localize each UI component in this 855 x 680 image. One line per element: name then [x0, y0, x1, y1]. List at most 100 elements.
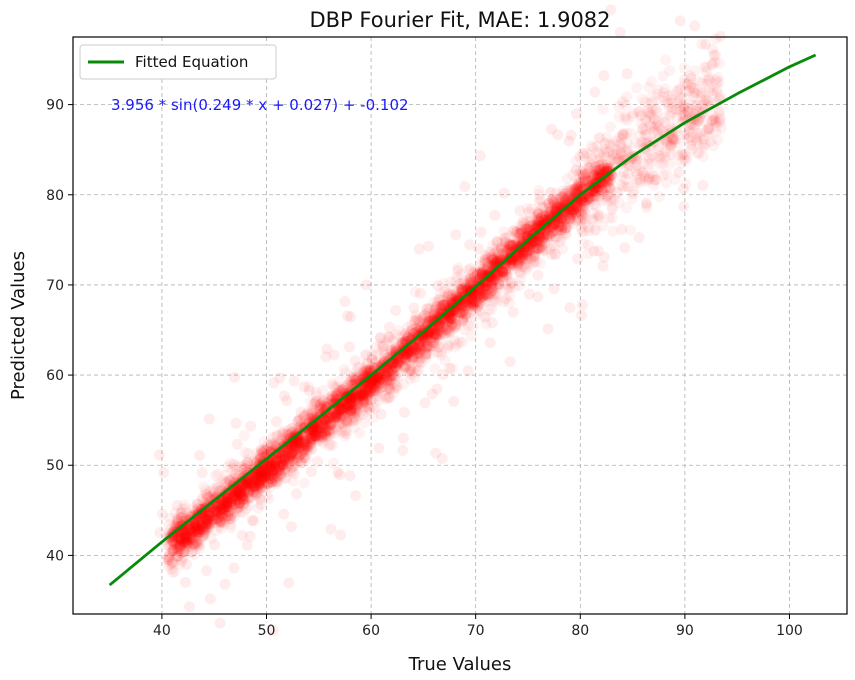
- scatter-point: [290, 437, 302, 448]
- scatter-point: [282, 424, 294, 436]
- scatter-point: [212, 468, 224, 480]
- scatter-point: [315, 423, 327, 435]
- scatter-point: [492, 247, 504, 259]
- scatter-point: [225, 493, 237, 504]
- scatter-outlier: [342, 310, 353, 322]
- scatter-point: [382, 367, 394, 379]
- scatter-point: [710, 33, 722, 44]
- scatter-point: [295, 417, 307, 429]
- scatter-point: [479, 256, 491, 268]
- scatter-point: [525, 220, 537, 232]
- scatter-point: [664, 158, 676, 170]
- scatter-point: [650, 174, 662, 186]
- scatter-outlier: [474, 150, 486, 162]
- scatter-point: [429, 337, 441, 349]
- scatter-point: [643, 109, 655, 121]
- scatter-outlier: [697, 179, 709, 191]
- scatter-point: [409, 350, 421, 362]
- scatter-point: [420, 331, 432, 343]
- scatter-point: [406, 319, 418, 331]
- scatter-point: [708, 114, 720, 126]
- scatter-point: [600, 151, 612, 163]
- scatter-point: [489, 293, 500, 305]
- scatter-point: [198, 512, 210, 524]
- scatter-point: [514, 228, 526, 240]
- scatter-point: [522, 245, 534, 257]
- scatter-point: [514, 231, 526, 243]
- scatter-outlier: [339, 296, 351, 307]
- scatter-point: [693, 115, 705, 127]
- scatter-point: [428, 296, 440, 308]
- scatter-point: [489, 243, 501, 255]
- scatter-outlier: [390, 305, 402, 316]
- scatter-outlier: [514, 205, 526, 217]
- scatter-point: [200, 504, 211, 516]
- scatter-point: [213, 505, 225, 516]
- scatter-point: [568, 210, 580, 222]
- scatter-point: [382, 373, 394, 384]
- scatter-point: [667, 132, 679, 144]
- scatter-point: [321, 397, 333, 409]
- scatter-point-core: [365, 384, 377, 396]
- scatter-point: [713, 107, 725, 119]
- scatter-point: [521, 215, 533, 227]
- scatter-point: [581, 147, 593, 159]
- scatter-point: [196, 494, 208, 506]
- scatter-point: [648, 179, 660, 191]
- scatter-point: [672, 97, 684, 109]
- scatter-point: [517, 226, 529, 238]
- scatter-point: [252, 477, 264, 489]
- scatter-outlier: [248, 515, 260, 527]
- scatter-point: [634, 173, 646, 185]
- scatter-point: [270, 436, 282, 448]
- scatter-outlier: [475, 226, 487, 238]
- scatter-outlier: [633, 232, 645, 244]
- x-tick-label: 40: [153, 623, 171, 639]
- scatter-point: [271, 472, 283, 484]
- scatter-point: [298, 477, 310, 489]
- scatter-point: [243, 473, 255, 485]
- scatter-outlier: [678, 183, 689, 195]
- scatter-point: [264, 467, 276, 479]
- scatter-point: [263, 478, 275, 489]
- scatter-point: [657, 70, 669, 82]
- scatter-point: [646, 109, 658, 121]
- scatter-point: [298, 437, 310, 449]
- scatter-point: [374, 374, 386, 386]
- scatter-point: [191, 524, 203, 536]
- scatter-point: [648, 170, 659, 182]
- scatter-point: [170, 517, 182, 529]
- scatter-outlier: [430, 447, 442, 459]
- scatter-outlier: [312, 456, 324, 467]
- scatter-point: [624, 127, 636, 139]
- scatter-point: [428, 337, 440, 349]
- scatter-point: [217, 485, 229, 497]
- scatter-point: [388, 366, 399, 378]
- scatter-point: [261, 489, 273, 501]
- scatter-point: [306, 404, 318, 416]
- scatter-point: [591, 140, 603, 152]
- scatter-point: [199, 524, 211, 535]
- scatter-point-core: [254, 479, 266, 491]
- scatter-point: [303, 381, 315, 393]
- scatter-point: [635, 117, 647, 129]
- scatter-point: [189, 525, 201, 537]
- scatter-point: [613, 111, 625, 123]
- scatter-point: [530, 256, 542, 268]
- scatter-point: [305, 444, 317, 456]
- scatter-point: [495, 256, 507, 268]
- scatter-point: [450, 306, 462, 318]
- scatter-point: [707, 87, 719, 99]
- scatter-outlier: [283, 577, 295, 589]
- scatter-point: [608, 193, 620, 205]
- scatter-point: [388, 357, 400, 369]
- scatter-point: [456, 269, 468, 281]
- scatter-point: [679, 110, 691, 122]
- scatter-point: [691, 137, 703, 149]
- scatter-point: [442, 342, 453, 354]
- scatter-point: [419, 313, 431, 325]
- scatter-point: [171, 543, 183, 555]
- scatter-point: [493, 249, 505, 261]
- scatter-point: [498, 271, 510, 283]
- scatter-point: [272, 461, 284, 473]
